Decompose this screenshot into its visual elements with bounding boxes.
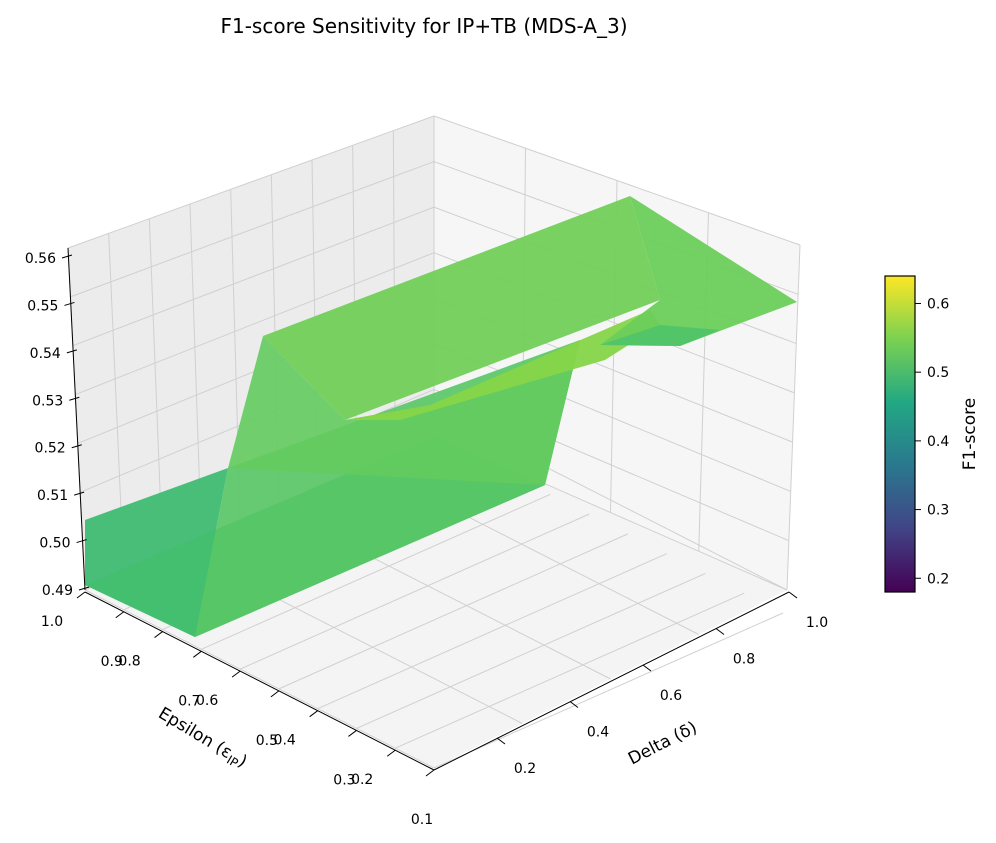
- surface-plot: [85, 196, 797, 637]
- z-tick-mark: [73, 491, 85, 496]
- y-tick-mark: [231, 670, 241, 678]
- y-tick-mark: [309, 710, 318, 718]
- grid-line: [786, 244, 801, 591]
- y-axis-label: Epsilon (εIP): [154, 703, 251, 773]
- grid-line: [278, 533, 629, 690]
- z-tick-label: 0.52: [35, 441, 66, 457]
- z-tick-label: 0.54: [30, 346, 61, 362]
- x-axis-line: [433, 591, 790, 771]
- surface-dip: [600, 325, 720, 346]
- x-tick-label: 0.2: [514, 761, 536, 777]
- grid-line: [67, 115, 435, 249]
- x-tick-label: 0.4: [587, 725, 609, 741]
- y-tick-mark: [386, 749, 396, 757]
- x-axis: 0.2 0.4 0.6 0.8 1.0: [433, 591, 828, 777]
- z-axis-line: [67, 247, 86, 591]
- x-tick-mark: [496, 737, 506, 745]
- z-tick-mark: [66, 349, 78, 354]
- colorbar-tick-label: 0.5: [927, 365, 949, 381]
- colorbar-tick-label: 0.6: [927, 296, 949, 312]
- grid-line: [70, 161, 435, 298]
- x-tick-mark: [569, 701, 579, 708]
- z-tick-mark: [78, 586, 90, 591]
- z-tick-label: 0.56: [25, 251, 56, 267]
- y-tick-label: 1.0: [41, 614, 63, 630]
- surface-mid-strip: [345, 310, 660, 420]
- y-tick-mark: [270, 690, 280, 698]
- chart-title: F1-score Sensitivity for IP+TB (MDS-A_3): [220, 14, 627, 38]
- grid-line: [72, 206, 435, 347]
- y-tick-label: 0.8: [118, 654, 140, 670]
- z-tick-label: 0.49: [42, 583, 73, 599]
- colorbar-tick-label: 0.4: [927, 434, 949, 450]
- y-axis: 1.0 0.90.8 0.70.6 0.50.4 0.30.2 0.1: [41, 591, 435, 828]
- y-tick-mark: [76, 591, 86, 599]
- z-tick-mark: [69, 396, 80, 401]
- y-tick-mark: [193, 650, 202, 658]
- grid-line: [356, 572, 706, 729]
- colorbar-label: F1-score: [960, 398, 980, 470]
- y-tick-label: 0.1: [411, 812, 433, 828]
- z-tick-mark: [71, 444, 82, 449]
- x-tick-label: 0.8: [733, 652, 755, 668]
- y-tick-label: 0.3: [333, 772, 355, 788]
- y-tick-label: 0.6: [196, 693, 218, 709]
- x-tick-mark: [788, 591, 798, 599]
- y-tick-mark: [425, 769, 435, 777]
- y-tick-label: 0.5: [256, 733, 278, 749]
- x-tick-label: 1.0: [806, 615, 828, 631]
- x-axis-label: Delta (δ): [625, 718, 700, 770]
- x-tick-label: 0.6: [660, 688, 682, 704]
- z-tick-label: 0.51: [37, 488, 68, 504]
- y-tick-label: 0.2: [351, 772, 373, 788]
- surface-right-tail: [600, 196, 797, 346]
- y-tick-label: 0.7: [178, 693, 200, 709]
- z-tick-label: 0.55: [27, 298, 58, 314]
- z-tick-label: 0.53: [32, 393, 63, 409]
- y-axis-line: [84, 591, 435, 771]
- colorbar-tick-label: 0.2: [927, 571, 949, 587]
- z-tick-mark: [61, 254, 73, 259]
- surface-upper-plateau: [263, 196, 660, 420]
- grid-line: [317, 553, 667, 710]
- grid-line: [201, 493, 551, 650]
- z-tick-mark: [64, 301, 75, 306]
- grid-line: [75, 252, 435, 396]
- y-tick-label: 0.9: [101, 654, 123, 670]
- z-axis: 0.56 0.55 0.54 0.53 0.52 0.51 0.50 0.49: [25, 247, 90, 599]
- colorbar-tick-label: 0.3: [927, 503, 949, 519]
- grid-line: [433, 612, 784, 769]
- grid-line: [239, 513, 590, 670]
- z-tick-label: 0.50: [39, 536, 70, 552]
- y-tick-mark: [154, 631, 163, 638]
- x-tick-mark: [715, 628, 725, 635]
- grid-line: [84, 589, 435, 769]
- colorbar-ticks: 0.6 0.5 0.4 0.3 0.2: [915, 296, 949, 587]
- y-tick-mark: [115, 611, 125, 619]
- y-tick-label: 0.4: [274, 733, 296, 749]
- colorbar: [884, 275, 916, 593]
- grid-line: [395, 592, 745, 749]
- y-tick-mark: [348, 730, 357, 737]
- z-tick-mark: [76, 539, 87, 544]
- x-tick-mark: [642, 664, 652, 672]
